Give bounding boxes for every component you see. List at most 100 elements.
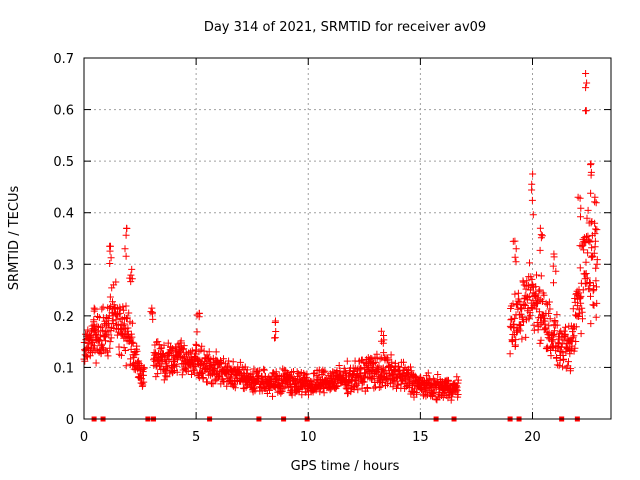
data-point	[243, 366, 251, 374]
data-point	[117, 351, 125, 359]
peak-point	[528, 196, 536, 204]
peak-point	[122, 231, 130, 239]
data-point	[579, 286, 587, 294]
data-point	[553, 311, 561, 319]
data-point	[178, 371, 186, 379]
plot-border	[83, 57, 612, 420]
peak-point	[512, 245, 520, 253]
data-point	[109, 320, 117, 327]
data-point	[589, 301, 597, 309]
data-point	[212, 348, 220, 356]
peak-point	[550, 253, 558, 261]
data-point	[536, 286, 544, 294]
data-point	[199, 374, 207, 381]
data-point	[525, 313, 533, 321]
data-point	[240, 385, 248, 393]
data-point	[518, 305, 526, 313]
data-point	[102, 337, 109, 345]
peak-point	[148, 304, 156, 312]
data-point	[260, 366, 268, 374]
data-point	[593, 283, 600, 291]
data-point	[107, 303, 115, 310]
data-point	[109, 298, 116, 306]
data-point	[154, 370, 162, 378]
data-point	[103, 328, 111, 336]
data-point	[580, 246, 588, 254]
data-point	[561, 331, 569, 339]
data-point	[588, 244, 596, 252]
data-point	[272, 368, 280, 376]
data-point	[103, 348, 111, 356]
data-point	[558, 340, 566, 348]
data-point	[113, 321, 121, 329]
data-point	[116, 309, 123, 317]
data-point	[152, 373, 160, 381]
data-point	[300, 369, 308, 377]
data-point	[506, 350, 514, 358]
peak-point	[509, 237, 517, 245]
data-point	[364, 384, 371, 392]
data-point	[587, 292, 594, 300]
data-point	[453, 373, 461, 381]
peak-point	[107, 254, 115, 262]
peak-point	[552, 267, 560, 275]
data-point	[520, 301, 528, 309]
y-tick-label: 0.5	[53, 155, 74, 170]
data-point	[128, 338, 136, 346]
data-point	[160, 341, 168, 349]
data-point	[120, 306, 128, 314]
data-point	[173, 362, 181, 370]
data-point	[565, 358, 572, 366]
data-point	[121, 347, 129, 354]
data-point	[343, 357, 351, 365]
data-point	[545, 298, 553, 306]
data-point	[132, 351, 140, 359]
peak-point	[528, 186, 536, 194]
data-point	[587, 320, 595, 328]
data-point	[388, 358, 396, 366]
data-point	[589, 253, 597, 261]
data-point	[592, 313, 600, 321]
data-point	[509, 337, 516, 345]
peak-point	[587, 189, 595, 197]
data-point	[84, 326, 92, 334]
peak-point	[128, 275, 136, 283]
peak-point	[587, 168, 595, 176]
data-point	[94, 313, 101, 320]
data-point	[582, 258, 590, 266]
data-point	[204, 368, 212, 376]
peak-point	[90, 316, 98, 324]
data-point	[584, 232, 592, 240]
data-point	[206, 362, 214, 370]
data-point	[445, 376, 452, 384]
peak-point	[128, 265, 136, 273]
data-point	[93, 322, 101, 330]
peak-point	[272, 328, 280, 335]
data-point	[593, 299, 601, 307]
data-point	[555, 362, 563, 370]
data-point	[225, 362, 233, 370]
data-point	[229, 358, 237, 366]
data-point	[540, 291, 548, 299]
data-point	[211, 377, 219, 385]
data-point	[236, 358, 244, 366]
data-point	[591, 219, 599, 227]
data-point	[97, 349, 105, 357]
data-point	[123, 315, 130, 322]
data-point	[114, 310, 122, 318]
data-point	[107, 334, 115, 342]
data-point	[566, 350, 574, 358]
data-point	[320, 389, 328, 397]
y-tick-label: 0.4	[53, 207, 74, 222]
peak-point	[536, 224, 544, 232]
peak-point	[577, 204, 585, 212]
data-point	[553, 354, 561, 361]
data-point	[87, 332, 95, 340]
data-point	[577, 292, 585, 300]
data-point	[517, 310, 525, 318]
data-point	[517, 322, 525, 329]
data-point	[586, 238, 594, 246]
data-point	[426, 376, 434, 384]
data-point	[370, 384, 378, 392]
